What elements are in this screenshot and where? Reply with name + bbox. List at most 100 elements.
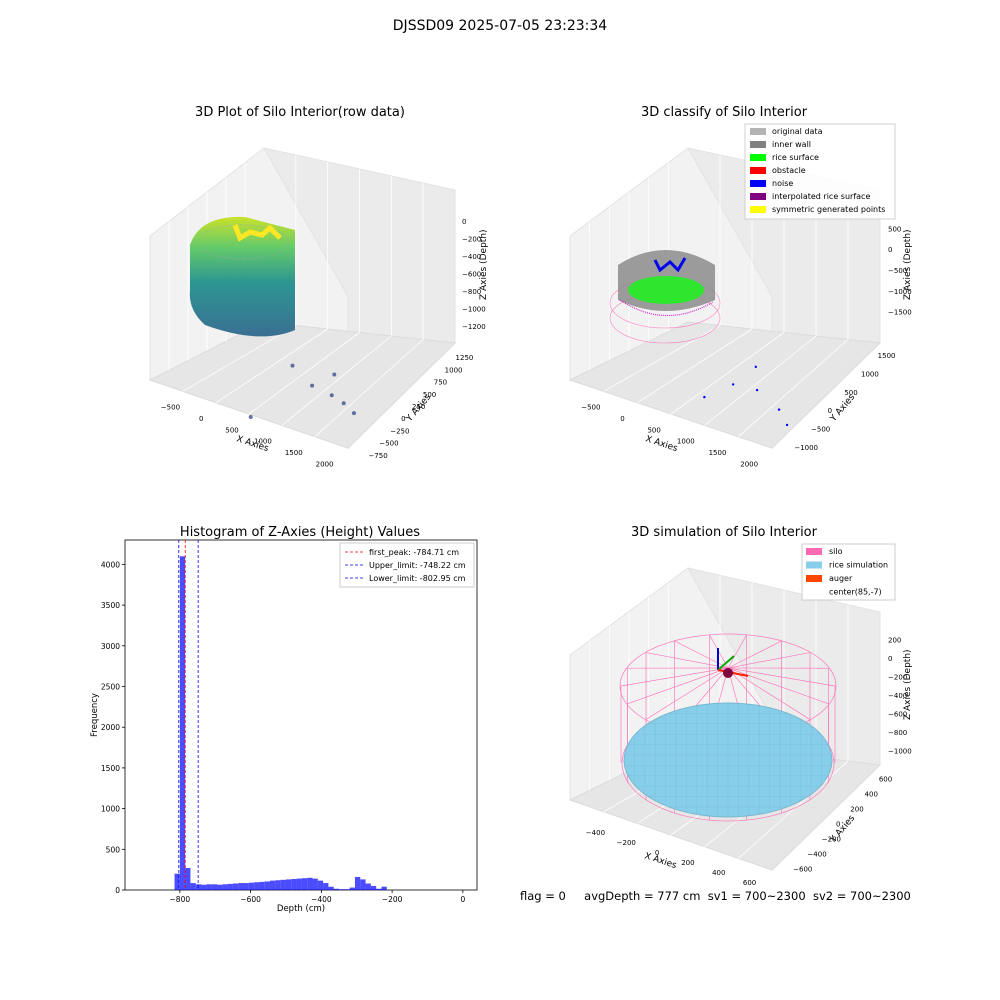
classify-legend-swatch [750,206,766,213]
hist-bar [222,884,228,890]
raw-outlier-point [248,414,253,419]
classify-x-ticks: −500 0 500 1000 1500 2000 [581,404,758,469]
sim-legend-label: rice simulation [829,561,888,570]
hist-bar [206,884,212,890]
raw-yellow-top [232,224,282,242]
hist-bar [238,883,244,890]
hist-y-tick: 2500 [101,683,120,692]
cls-z-tick: −1000 [888,288,912,296]
hist-y-tick: 0 [115,886,120,895]
raw-panel: 3D Plot of Silo Interior(row data) −500 0… [148,105,489,468]
hist-bar [328,886,334,890]
status-flag: flag = 0 [520,889,566,903]
status-line: flag = 0 avgDepth = 777 cm sv1 = 700~230… [520,889,911,903]
hist-bar [264,881,271,890]
raw-y-ticks: −750 −500 −250 0 250 500 750 1000 1250 [368,354,473,460]
sim-x-tick: 400 [712,869,725,877]
classify-panel: 3D classify of Silo Interior −500 0 500 100… [568,105,913,469]
raw-z-tick: −1200 [462,323,486,331]
classify-interpolated [619,299,714,317]
raw-silo-wall [189,216,295,337]
raw-x-tick: 1000 [254,438,272,446]
hist-bar [301,878,308,890]
raw-title: 3D Plot of Silo Interior(row data) [195,105,405,120]
classify-legend-swatch [750,154,766,161]
classify-legend-swatch [750,167,766,174]
hist-legend-label: Upper_limit: -748.22 cm [369,561,466,570]
sim-title: 3D simulation of Silo Interior [631,525,818,540]
cls-y-tick: −1000 [794,444,818,452]
hist-bar [270,880,276,890]
raw-z-tick: −800 [462,288,481,296]
sim-z-ticks: 200 0 −200 −400 −600 −800 −1000 [888,636,912,755]
cls-x-tick: 500 [647,426,660,434]
sim-legend-label: auger [829,574,853,583]
hist-x-tick: 0 [460,895,465,904]
raw-outlier-point [351,411,356,416]
classify-noise-point [703,395,706,399]
raw-x-tick: −500 [161,404,180,412]
raw-y-tick: 750 [434,379,447,387]
hist-x-tick: −600 [240,895,261,904]
hist-bar [275,880,281,890]
sim-z-tick: −1000 [888,748,912,756]
classify-silo-points [609,250,721,344]
sim-legend-label: silo [829,547,843,556]
hist-bar [174,873,180,890]
hist-bar [349,887,355,890]
hist-bar [201,884,207,890]
hist-bar [285,879,292,890]
raw-outlier-point [310,383,315,388]
hist-bar [291,879,297,890]
hist-bar [312,878,318,890]
sim-y-tick: −200 [822,836,841,844]
raw-x-tick: 2000 [316,460,334,468]
sim-y-tick: 600 [879,776,892,784]
hist-bar [370,885,377,890]
sim-legend-swatch [806,548,822,555]
hist-bar [317,880,324,890]
classify-legend-label: interpolated rice surface [772,192,870,201]
hist-bar [216,884,223,890]
hist-y-ticks: 0 500 1000 1500 2000 2500 3000 3500 4000 [101,560,125,895]
hist-ylabel: Frequency [90,693,100,737]
classify-noise-point [754,365,758,369]
hist-bar [323,883,329,890]
classify-legend: original data inner wall rice surface obsta… [744,123,896,220]
hist-bar [376,888,382,890]
status-sv2: sv2 = 700~2300 [812,889,911,903]
classify-legend-label: symmetric generated points [772,205,885,214]
raw-y-tick: 1250 [456,354,474,362]
raw-outliers [248,363,356,419]
sim-ylabel: Y Axies [828,813,857,845]
classify-noise-points [703,365,789,427]
cls-x-tick: 0 [620,415,624,423]
classify-z-ticks: 500 0 −500 −1000 −1500 [888,225,912,316]
cls-z-tick: −500 [888,267,907,275]
hist-bar [254,882,260,890]
hist-bar [339,889,345,890]
cls-y-tick: −500 [811,426,830,434]
hist-bar [259,881,265,890]
hist-bar [333,888,340,890]
cls-x-tick: 1500 [709,449,727,457]
raw-z-tick: −400 [462,253,481,261]
raw-z-tick: −200 [462,235,481,243]
hist-x-tick: −400 [311,895,332,904]
hist-bar [365,883,371,890]
cls-y-tick: 0 [828,407,832,415]
sim-z-tick: −200 [888,673,907,681]
hist-bar [248,882,255,890]
classify-axes-box [568,147,882,450]
hist-bar [227,883,233,890]
hist-panel: Histogram of Z-Axies (Height) Values −80… [90,525,478,914]
raw-z-tick: −1000 [462,306,486,314]
raw-outlier-point [341,401,346,406]
hist-bars [174,556,387,890]
hist-bar [190,883,196,890]
raw-x-tick: 500 [225,426,238,434]
raw-silo-rim [197,224,289,260]
hist-legend-label: first_peak: -784.71 cm [369,548,459,557]
cls-y-tick: 1500 [878,352,896,360]
